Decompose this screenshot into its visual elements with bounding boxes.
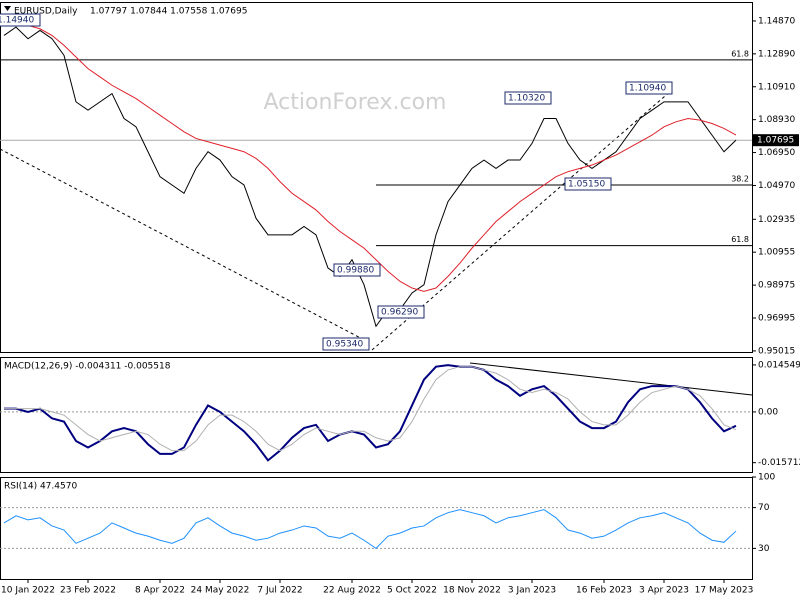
fib-label: 61.8 [731,235,749,244]
x-tick-label: 22 Aug 2022 [323,586,381,596]
y-tick-label: 1.12890 [758,49,795,59]
x-tick-label: 3 Apr 2023 [639,586,689,596]
x-tick-label: 18 Nov 2022 [443,586,501,596]
fib-label: 61.8 [731,49,749,58]
series-line [3,21,737,292]
panel-frame [0,2,753,353]
x-tick-label: 8 Apr 2022 [135,586,185,596]
annotation-box [333,263,381,277]
x-tick-label: 24 May 2022 [191,586,250,596]
annotation-box [504,91,552,105]
last-price-box [753,134,799,147]
panel-frame [0,357,753,473]
trendline [469,362,753,396]
annotation-label: 1.05150 [568,180,605,190]
annotation-box [0,13,41,27]
y-tick-label: 30 [758,544,770,554]
series-line [4,366,737,452]
panel-title: MACD(12,26,9) -0.004311 -0.005518 [4,362,171,372]
panel-subtitle: 1.07797 1.07844 1.07558 1.07695 [90,7,247,17]
annotation-label: 0.96290 [381,308,418,318]
last-price-label: 1.07695 [757,136,794,146]
annotation-box [564,177,612,191]
series-line [3,26,737,328]
annotation-box [625,81,673,95]
y-tick-label: 1.04970 [758,181,795,191]
series-line [3,509,737,550]
y-tick-label: 70 [758,503,770,513]
y-tick-label: 0.98975 [758,281,795,291]
panel-title: EURUSD,Daily [14,7,78,17]
y-tick-label: 100 [758,473,775,483]
panel-frame [0,477,753,580]
y-tick-label: 0.00 [758,407,778,417]
x-tick-label: 3 Jan 2023 [508,586,556,596]
annotation-box [377,305,425,319]
y-tick-label: 1.08930 [758,115,795,125]
annotation-label: 1.10320 [508,94,545,104]
watermark: ActionForex.com [264,90,447,115]
x-tick-label: 7 Jul 2022 [257,586,302,596]
y-tick-label: 0.96995 [758,314,795,324]
menu-icon [4,6,11,11]
x-tick-label: 10 Jan 2022 [1,586,55,596]
annotation-label: 0.99880 [337,266,374,276]
annotation-label: 0.95340 [326,340,363,350]
panel-title: RSI(14) 47.4570 [4,482,77,492]
fib-label: 38.2 [731,174,749,183]
x-tick-label: 17 May 2023 [695,586,754,596]
trendline [0,148,373,345]
y-tick-label: 1.10910 [758,82,795,92]
annotation-box [322,337,370,351]
y-tick-label: 1.14870 [758,16,795,26]
y-tick-label: 0.014549 [758,360,800,370]
x-tick-label: 23 Feb 2022 [60,586,116,596]
y-tick-label: 1.00955 [758,248,795,258]
y-tick-label: 1.02935 [758,215,795,225]
y-tick-label: 1.06950 [758,148,795,158]
x-tick-label: 5 Oct 2022 [387,586,437,596]
y-tick-label: -0.015712 [758,458,800,468]
series-line [4,364,737,462]
x-tick-label: 16 Feb 2023 [576,586,632,596]
annotation-label: 1.10940 [629,84,666,94]
y-tick-label: 0.95015 [758,346,795,356]
annotation-label: 1.14940 [0,16,34,26]
